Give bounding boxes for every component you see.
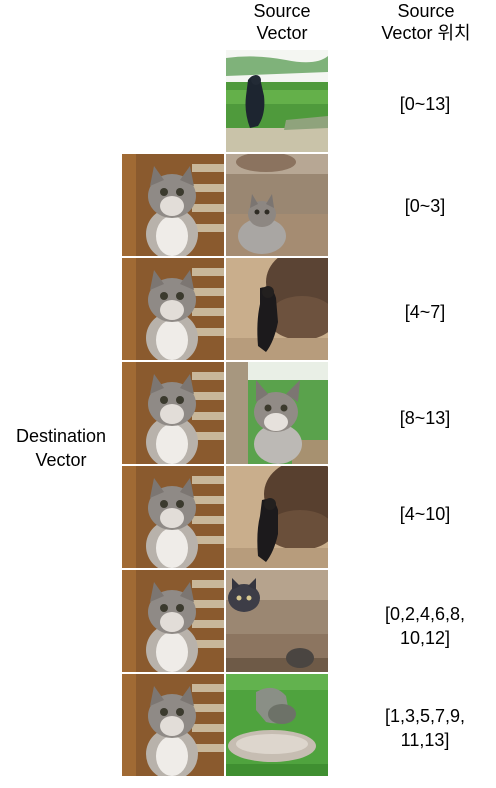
destination-image-tabby-cat: [122, 362, 224, 464]
position-label: [0,2,4,6,8, 10,12]: [384, 604, 466, 648]
source-image-dark-kitten-brown-room: [226, 570, 328, 672]
source-image-crow-on-grass: [226, 50, 328, 152]
source-image-black-bird-brown-bush: [226, 258, 328, 360]
source-image-tabby-cat-indoors: [226, 154, 328, 256]
destination-image-tabby-cat: [122, 258, 224, 360]
destination-image-tabby-cat: [122, 154, 224, 256]
destination-image-tabby-cat: [122, 674, 224, 776]
source-image-black-bird-brown-bush: [226, 466, 328, 568]
position-label: [0~3]: [404, 196, 446, 216]
position-label: [4~10]: [399, 504, 451, 524]
position-label: [1,3,5,7,9, 11,13]: [384, 706, 466, 750]
position-label: [0~13]: [399, 94, 451, 114]
destination-vector-label: Destination Vector: [15, 426, 107, 470]
source-vector-position-header: Source Vector 위치: [381, 1, 471, 43]
position-label: [4~7]: [404, 302, 446, 322]
source-image-gray-cat-green-lawn: [226, 674, 328, 776]
position-label: [8~13]: [399, 408, 451, 428]
destination-image-tabby-cat: [122, 466, 224, 568]
destination-image-tabby-cat: [122, 570, 224, 672]
source-image-tabby-cat-on-green: [226, 362, 328, 464]
source-vector-header: Source Vector: [253, 1, 311, 43]
